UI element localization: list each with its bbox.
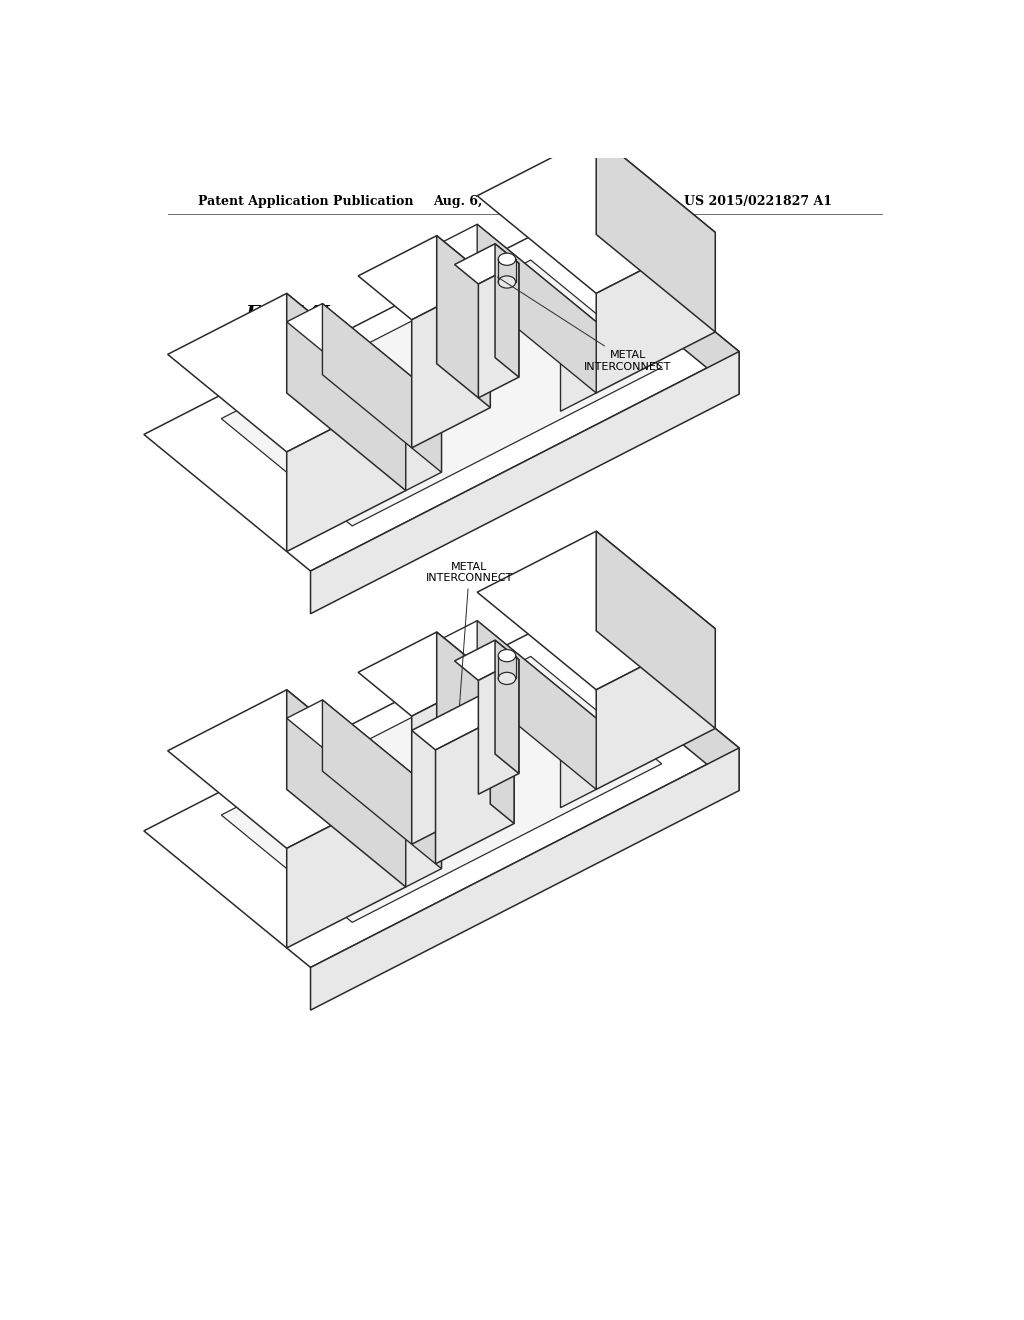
Text: Sheet 18 of 27: Sheet 18 of 27 [560,194,663,207]
Polygon shape [168,690,406,849]
Polygon shape [596,232,715,393]
Polygon shape [323,700,441,869]
Polygon shape [490,690,514,824]
Polygon shape [478,263,519,397]
Ellipse shape [499,672,516,685]
Text: US 2015/0221827 A1: US 2015/0221827 A1 [684,194,831,207]
Polygon shape [441,620,596,737]
Polygon shape [287,304,441,420]
Polygon shape [477,620,596,789]
Polygon shape [221,656,662,923]
Ellipse shape [499,253,516,265]
Polygon shape [455,640,519,680]
Polygon shape [477,135,715,293]
Polygon shape [310,748,739,1010]
Text: Fig. 14L: Fig. 14L [246,305,335,323]
Polygon shape [406,797,441,887]
Polygon shape [412,690,514,750]
Polygon shape [287,787,406,948]
Polygon shape [572,611,739,791]
Text: METAL
INTERCONNECT: METAL INTERCONNECT [498,277,672,372]
Polygon shape [287,700,441,816]
Polygon shape [495,244,519,378]
Polygon shape [168,293,406,451]
Polygon shape [560,322,596,412]
Polygon shape [435,710,514,863]
Polygon shape [436,236,490,408]
Polygon shape [143,611,739,968]
Polygon shape [412,676,490,845]
Polygon shape [572,215,739,395]
Polygon shape [287,391,406,552]
Polygon shape [477,531,715,690]
Text: Fig. 14M: Fig. 14M [246,719,343,738]
Polygon shape [478,660,519,795]
Polygon shape [596,531,715,729]
Polygon shape [560,718,596,808]
Polygon shape [323,304,441,473]
Polygon shape [221,260,662,525]
Polygon shape [412,280,490,447]
Polygon shape [596,135,715,333]
Ellipse shape [499,276,516,288]
Polygon shape [310,351,739,614]
Polygon shape [495,640,519,774]
Text: Aug. 6, 2015: Aug. 6, 2015 [433,194,522,207]
Text: METAL
INTERCONNECT: METAL INTERCONNECT [426,561,513,705]
Polygon shape [441,224,596,341]
Polygon shape [455,244,519,284]
Polygon shape [287,690,406,887]
Polygon shape [436,632,490,804]
Polygon shape [406,401,441,491]
Polygon shape [287,293,406,491]
Ellipse shape [499,649,516,661]
Polygon shape [358,236,490,319]
Text: Patent Application Publication: Patent Application Publication [198,194,414,207]
Polygon shape [143,215,739,572]
Polygon shape [477,224,596,393]
Polygon shape [358,632,490,717]
Polygon shape [596,628,715,789]
